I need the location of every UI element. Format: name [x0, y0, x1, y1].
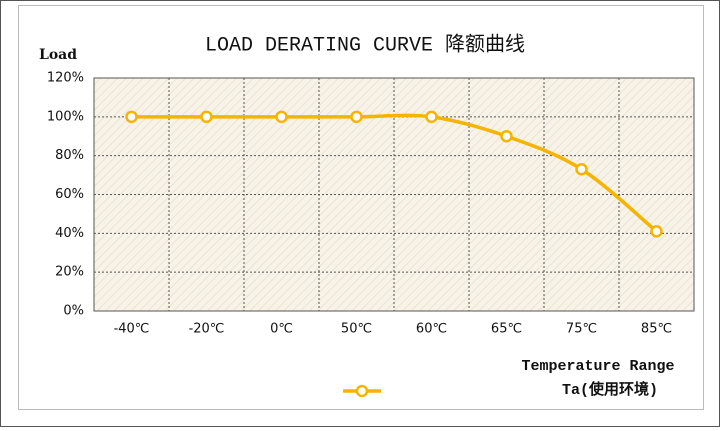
- chart-title: LOAD DERATING CURVE 降额曲线: [205, 32, 525, 57]
- legend-label: Ta(使用环境): [562, 380, 658, 399]
- point-marker: [425, 110, 438, 124]
- x-tick-label: 60℃: [416, 322, 447, 337]
- point-marker: [200, 110, 213, 124]
- x-tick-label: -40℃: [114, 322, 150, 337]
- y-tick-label: 20%: [55, 265, 84, 280]
- point-marker: [125, 110, 138, 124]
- y-tick-label: 80%: [55, 148, 84, 163]
- x-tick-label: 0℃: [270, 322, 293, 337]
- y-tick-label: 60%: [55, 187, 84, 202]
- y-tick-label: 120%: [47, 71, 84, 86]
- point-marker: [650, 225, 663, 238]
- x-axis-label: Temperature Range: [521, 358, 674, 375]
- legend-marker: [355, 384, 369, 398]
- y-tick-label: 0%: [63, 304, 84, 319]
- point-marker: [275, 110, 288, 124]
- y-axis-label: Load: [39, 47, 77, 63]
- x-tick-label: 65℃: [491, 322, 522, 337]
- x-tick-label: 75℃: [566, 322, 597, 337]
- x-tick-label: 85℃: [641, 322, 672, 337]
- point-marker: [575, 163, 588, 176]
- y-tick-label: 40%: [55, 226, 84, 241]
- point-marker: [350, 110, 363, 124]
- y-tick-label: 100%: [47, 109, 84, 124]
- x-tick-label: -20℃: [189, 322, 225, 337]
- x-tick-label: 50℃: [341, 322, 372, 337]
- point-marker: [500, 130, 513, 143]
